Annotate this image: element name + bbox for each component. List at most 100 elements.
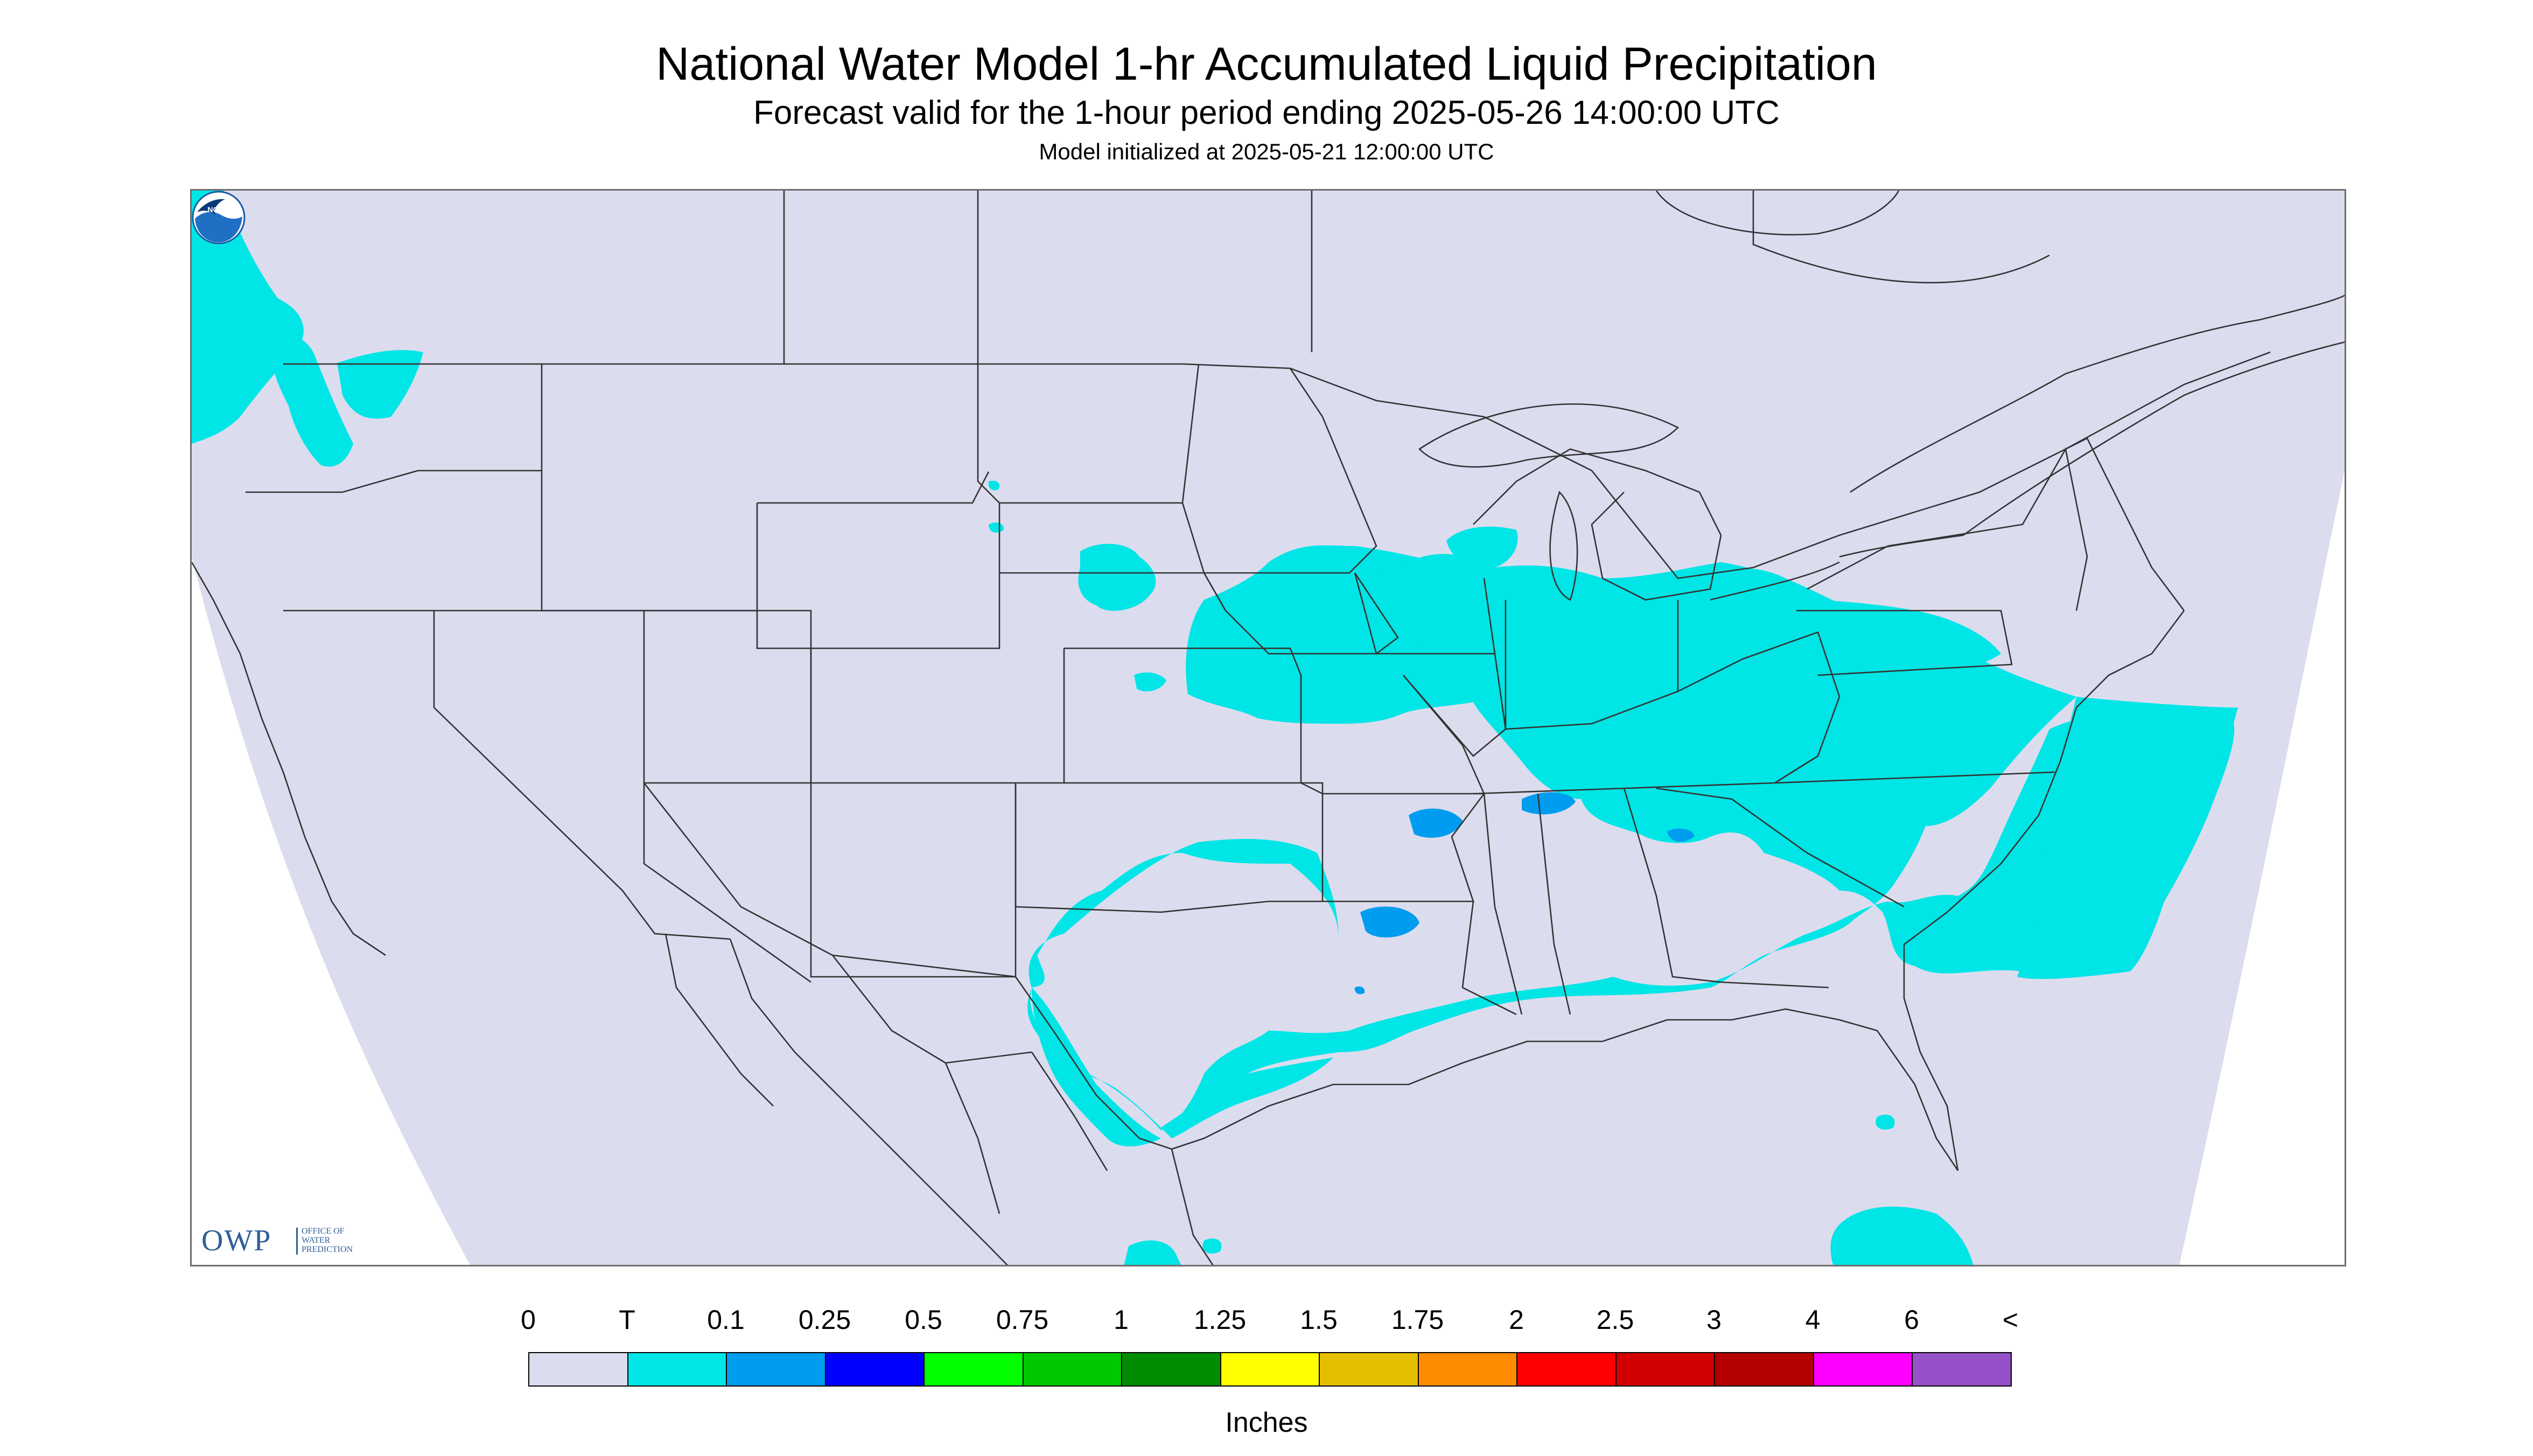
owp-logo-line3: PREDICTION: [302, 1245, 353, 1254]
west-virginia: [1677, 631, 1841, 784]
precip-yucatan-channel: [1202, 1238, 1222, 1254]
precip-caribbean: [1830, 1206, 1974, 1265]
new-england: [2065, 437, 2185, 611]
precip-moderate-arkansas: [1409, 808, 1463, 838]
precip-nebraska: [1078, 544, 1156, 611]
legend-swatch: [1220, 1352, 1320, 1387]
colorado-border: [810, 648, 1065, 784]
legend-swatch: [1615, 1352, 1715, 1387]
new-york: [1807, 447, 2088, 611]
precip-washington-east: [337, 350, 423, 419]
missouri-arkansas: [1300, 675, 1486, 795]
mississippi-alabama: [1537, 793, 1571, 1015]
legend-swatch: [627, 1352, 727, 1387]
baja-california: [664, 933, 774, 1107]
minnesota-border: [1181, 368, 1377, 574]
arizona-border: [643, 783, 811, 983]
kansas-oklahoma: [1064, 782, 1324, 901]
legend-swatch: [1417, 1352, 1517, 1387]
mexico-states: [831, 955, 1108, 1214]
legend-label: 0.1: [707, 1305, 745, 1335]
legend-swatch: [1813, 1352, 1913, 1387]
indiana-ohio: [1505, 600, 1679, 730]
lake-superior: [1418, 403, 1680, 468]
precip-wisconsin: [1446, 527, 1518, 568]
iowa-missouri: [1203, 572, 1399, 655]
noaa-logo-text: NOAA: [207, 205, 229, 214]
legend-label: 0: [521, 1305, 536, 1335]
legend-label: 0.5: [905, 1305, 942, 1335]
precip-south-texas: [1032, 988, 1161, 1146]
owp-logo-line2: WATER: [302, 1236, 331, 1245]
nebraska-kansas: [1064, 647, 1302, 676]
texas-mexico-border: [832, 954, 1172, 1150]
mexico-outline: [729, 939, 1008, 1265]
model-domain: [192, 191, 2345, 1265]
precip-pacific-nw: [192, 191, 304, 444]
illinois-indiana: [1403, 653, 1507, 757]
montana-border: [757, 471, 990, 504]
precip-northeast: [1807, 600, 2001, 669]
precip-moderate-alabama: [1667, 828, 1694, 842]
precip-gulf: [1161, 1058, 1333, 1138]
legend-swatch: [923, 1352, 1024, 1387]
legend-swatch: [1319, 1352, 1419, 1387]
legend-swatch: [1022, 1352, 1122, 1387]
legend-swatch: [1912, 1352, 2012, 1387]
legend-label: <: [2002, 1305, 2019, 1335]
map-title: National Water Model 1-hr Accumulated Li…: [656, 38, 1877, 90]
dakotas-border: [977, 363, 1200, 504]
legend-label: 3: [1706, 1305, 1722, 1335]
legend-label: 0.25: [798, 1305, 851, 1335]
michigan-outline: [1473, 448, 1722, 601]
georgia-carolina: [1656, 787, 1905, 908]
legend-units: Inches: [1225, 1407, 1308, 1438]
arkansas-louisiana: [1323, 793, 1485, 902]
legend-swatch: [824, 1352, 925, 1387]
hudson-bay-coast: [1655, 191, 1900, 236]
oklahoma-texas: [1014, 783, 1323, 913]
model-init-label: Model initialized at 2025-05-21 12:00:00…: [1039, 139, 1494, 164]
precip-kansas-spot: [1134, 672, 1166, 691]
legend-swatch: [1121, 1352, 1221, 1387]
owp-logo-line1: OFFICE OF: [302, 1227, 345, 1236]
mexico-gulf-coast: [1171, 1149, 1214, 1265]
legend-label: 2: [1509, 1305, 1524, 1335]
lake-erie-ontario: [1710, 534, 1964, 601]
wisconsin-illinois: [1354, 572, 1496, 655]
legend-label: 4: [1805, 1305, 1821, 1335]
precipitation-map: OWP OFFICE OF WATER PREDICTION NOAA: [190, 189, 2346, 1266]
quebec-coast: [1850, 295, 2345, 493]
legend-label: T: [619, 1305, 635, 1335]
wyoming-border: [756, 503, 1000, 649]
us-canada-border: [283, 351, 2271, 579]
st-lawrence: [1963, 341, 2345, 536]
state-boundaries: [192, 191, 2345, 1265]
precip-washington: [271, 334, 353, 467]
lake-michigan: [1549, 491, 1578, 601]
legend-label: 2.5: [1596, 1305, 1634, 1335]
precip-moderate-louisiana: [1360, 906, 1419, 937]
canada-provinces: [783, 191, 2050, 364]
precip-dakota-spot: [988, 480, 1000, 491]
owp-logo-abbrev: OWP: [201, 1224, 272, 1257]
owp-logo-divider: [296, 1228, 298, 1255]
map-subtitle: Forecast valid for the 1-hour period end…: [753, 94, 1780, 131]
owp-logo: OWP OFFICE OF WATER PREDICTION: [201, 1223, 379, 1258]
pennsylvania: [1796, 610, 2013, 676]
legend-swatch: [1714, 1352, 1814, 1387]
california-nevada-border: [433, 611, 731, 940]
legend-label: 1: [1114, 1305, 1129, 1335]
legend-label: 1.25: [1193, 1305, 1247, 1335]
precip-moderate-spot: [1354, 986, 1365, 995]
legend-label: 1.5: [1300, 1305, 1338, 1335]
legend-label: 6: [1904, 1305, 1919, 1335]
louisiana-mississippi: [1461, 901, 1517, 1016]
precip-gulf-south: [1124, 1240, 1181, 1265]
alabama-georgia: [1623, 788, 1829, 989]
precip-main-swath: [1027, 545, 2235, 1138]
precip-bahamas: [1876, 1115, 1895, 1130]
precip-atlantic: [2017, 697, 2238, 979]
gulf-coast: [1171, 1019, 1668, 1150]
legend-swatch: [1516, 1352, 1617, 1387]
